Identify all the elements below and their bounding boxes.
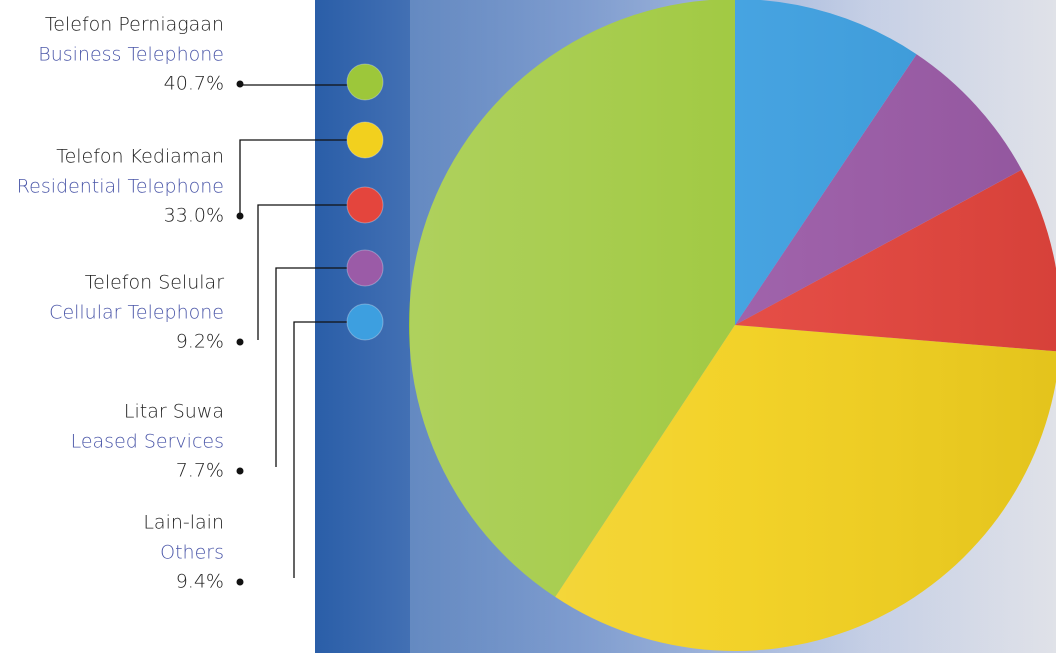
connector-dot	[236, 578, 244, 586]
value-label: 9.2%	[176, 331, 224, 353]
category-label: Telefon Perniagaan	[45, 14, 224, 36]
connector-dot	[236, 467, 244, 475]
value-label: 33.0%	[164, 205, 224, 227]
category-label: Telefon Selular	[85, 272, 224, 294]
legend-marker	[346, 186, 384, 224]
value-label: 40.7%	[164, 73, 224, 95]
category-label: Telefon Kediaman	[56, 146, 224, 168]
connectors	[239, 84, 350, 578]
value-label: 7.7%	[176, 460, 224, 482]
category-translation: Leased Services	[71, 431, 224, 453]
category-translation: Others	[160, 542, 224, 564]
pie	[409, 0, 1056, 651]
legend-marker	[346, 63, 384, 101]
category-translation: Residential Telephone	[17, 176, 224, 198]
value-label: 9.4%	[176, 571, 224, 593]
category-translation: Cellular Telephone	[49, 302, 224, 324]
legend: Telefon Perniagaan Business Telephone 40.7…	[17, 14, 384, 593]
category-label: Lain-lain	[143, 512, 224, 534]
connector-dot	[236, 212, 244, 220]
legend-marker	[346, 121, 384, 159]
legend-marker	[346, 249, 384, 287]
category-label: Litar Suwa	[124, 401, 224, 423]
legend-marker	[346, 303, 384, 341]
category-translation: Business Telephone	[38, 44, 224, 66]
connector-dot	[236, 338, 244, 346]
connector-dot	[236, 80, 244, 88]
